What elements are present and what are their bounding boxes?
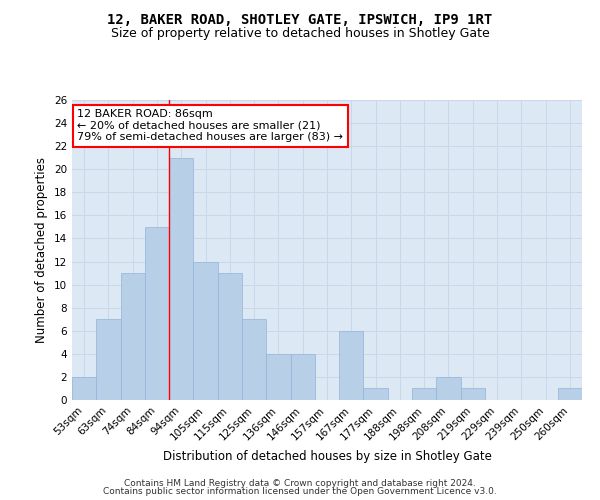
Bar <box>72 377 96 400</box>
Bar <box>412 388 436 400</box>
Bar <box>266 354 290 400</box>
Bar <box>169 158 193 400</box>
Bar <box>121 273 145 400</box>
Bar <box>242 319 266 400</box>
Bar <box>558 388 582 400</box>
Bar <box>461 388 485 400</box>
Text: Size of property relative to detached houses in Shotley Gate: Size of property relative to detached ho… <box>110 28 490 40</box>
Bar <box>290 354 315 400</box>
Text: Contains public sector information licensed under the Open Government Licence v3: Contains public sector information licen… <box>103 487 497 496</box>
X-axis label: Distribution of detached houses by size in Shotley Gate: Distribution of detached houses by size … <box>163 450 491 463</box>
Bar <box>145 227 169 400</box>
Text: 12, BAKER ROAD, SHOTLEY GATE, IPSWICH, IP9 1RT: 12, BAKER ROAD, SHOTLEY GATE, IPSWICH, I… <box>107 12 493 26</box>
Bar <box>193 262 218 400</box>
Text: Contains HM Land Registry data © Crown copyright and database right 2024.: Contains HM Land Registry data © Crown c… <box>124 478 476 488</box>
Bar <box>436 377 461 400</box>
Bar <box>218 273 242 400</box>
Text: 12 BAKER ROAD: 86sqm
← 20% of detached houses are smaller (21)
79% of semi-detac: 12 BAKER ROAD: 86sqm ← 20% of detached h… <box>77 109 343 142</box>
Bar <box>339 331 364 400</box>
Bar <box>364 388 388 400</box>
Y-axis label: Number of detached properties: Number of detached properties <box>35 157 49 343</box>
Bar <box>96 319 121 400</box>
